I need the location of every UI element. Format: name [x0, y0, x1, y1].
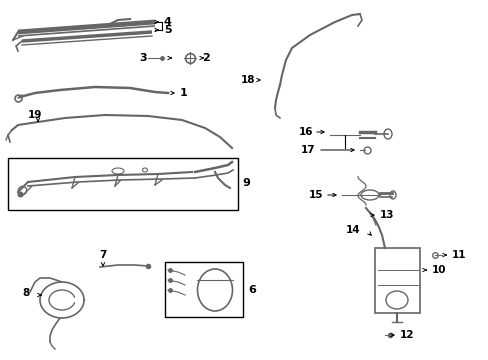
Text: 6: 6: [247, 285, 255, 295]
Text: 4: 4: [163, 17, 171, 27]
Text: 5: 5: [163, 25, 171, 35]
Text: 16: 16: [298, 127, 312, 137]
Text: 1: 1: [180, 88, 187, 98]
Text: 17: 17: [300, 145, 314, 155]
Bar: [8, 158, 238, 210]
Bar: [374, 248, 419, 313]
Text: 18: 18: [240, 75, 254, 85]
Text: 7: 7: [99, 250, 106, 260]
Text: 19: 19: [28, 110, 42, 120]
Text: 14: 14: [345, 225, 359, 235]
Text: 12: 12: [399, 330, 414, 340]
Text: 2: 2: [202, 53, 209, 63]
Text: 13: 13: [379, 210, 394, 220]
Text: 8: 8: [23, 288, 30, 298]
Text: 11: 11: [451, 250, 466, 260]
Bar: [164, 262, 243, 317]
Text: 10: 10: [431, 265, 446, 275]
Text: 15: 15: [308, 190, 323, 200]
Text: 9: 9: [242, 178, 249, 188]
Text: 3: 3: [139, 53, 147, 63]
